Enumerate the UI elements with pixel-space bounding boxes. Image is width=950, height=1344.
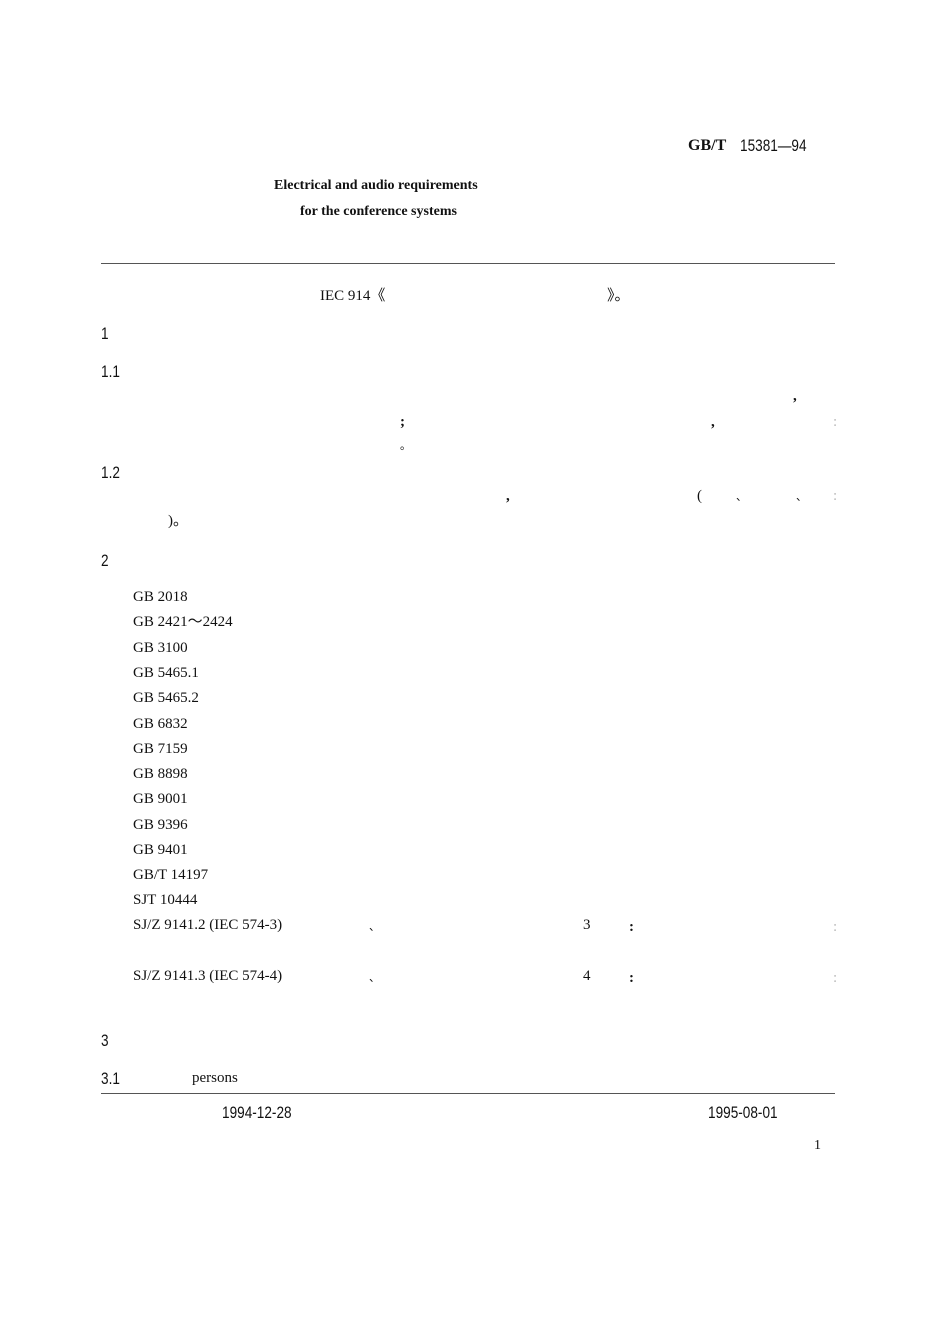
punct-lparen: ( [697,488,702,504]
reference-iec-code: SJ/Z 9141.3 (IEC 574-4) [133,968,283,984]
page-number: 1 [814,1138,821,1153]
section-3-1-text: persons [192,1070,238,1086]
reference-item: GB 2421～2424 [133,614,233,630]
reference-iec-part: 3 [583,917,591,933]
intro-close: 》。 [607,288,630,304]
punct-comma: , [711,414,715,430]
title-line-2: for the conference systems [300,204,457,219]
section-3: 3 [101,1031,109,1050]
reference-item: GB 5465.1 [133,665,199,681]
reference-item: GB 9401 [133,842,188,858]
reference-item: GB 6832 [133,716,188,732]
reference-item: GB 5465.2 [133,690,199,706]
reference-item: GB 3100 [133,640,188,656]
reference-iec-code: SJ/Z 9141.2 (IEC 574-3) [133,917,283,933]
punct-colon: : [833,488,838,504]
reference-item: SJT 10444 [133,892,198,908]
reference-item: GB 8898 [133,766,188,782]
punct-colon: : [629,970,634,986]
punct-dun: 、 [369,972,380,984]
implement-date: 1995-08-01 [708,1103,778,1122]
punct-colon: : [833,970,838,986]
punct-semicolon: ; [400,414,405,430]
punct-period: 。 [400,440,411,452]
issue-date: 1994-12-28 [222,1103,292,1122]
section-3-1: 3.1 [101,1069,120,1088]
reference-iec-part: 4 [583,968,591,984]
punct-colon: : [833,919,838,935]
standard-number: 15381—94 [740,136,807,155]
punct-dun: 、 [796,491,807,503]
section-1: 1 [101,324,109,343]
punct-dun: 、 [369,921,380,933]
section-2: 2 [101,551,109,570]
reference-item: GB 9001 [133,791,188,807]
punct-dun: 、 [736,491,747,503]
title-line-1: Electrical and audio requirements [274,178,478,193]
footer-rule [101,1093,835,1094]
intro-reference: IEC 914《 [320,288,386,304]
punct-colon: : [629,919,634,935]
section-1-1: 1.1 [101,362,120,381]
punct-comma: , [506,488,510,504]
reference-item: GB/T 14197 [133,867,209,883]
reference-item: GB 2018 [133,589,188,605]
header-rule [101,263,835,264]
punct-colon: : [833,414,838,430]
reference-item: GB 7159 [133,741,188,757]
punct-rparen-period: )。 [168,513,188,529]
standard-prefix: GB/T [688,137,727,154]
punct-comma: , [793,388,797,404]
section-1-2: 1.2 [101,463,120,482]
reference-item: GB 9396 [133,817,188,833]
